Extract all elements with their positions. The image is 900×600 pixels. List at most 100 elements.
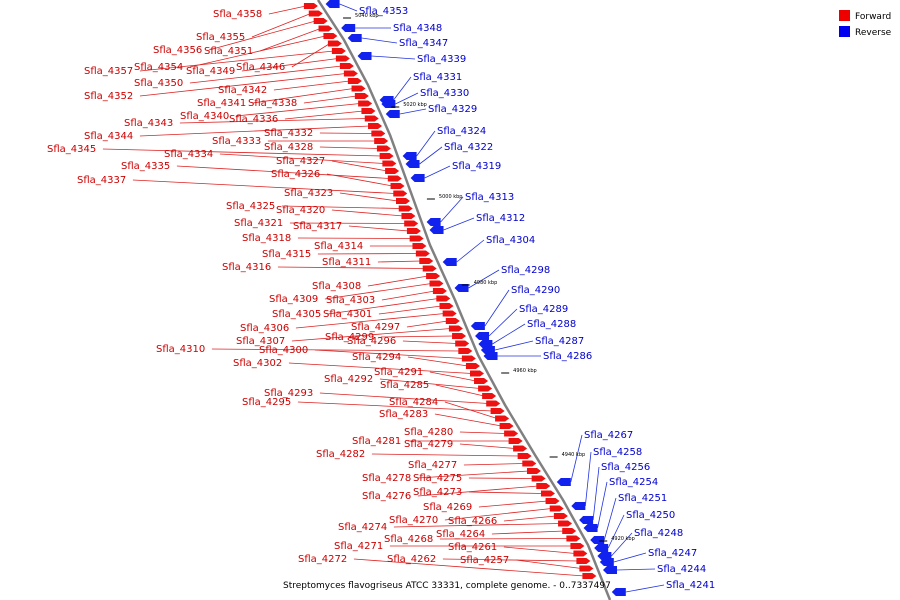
reverse-leader-line: [603, 497, 617, 541]
forward-gene-feature: [339, 63, 354, 69]
forward-gene-label: Sfla_4284: [389, 397, 438, 408]
forward-gene-feature: [517, 453, 532, 459]
forward-gene-label: Sfla_4336: [229, 114, 278, 125]
forward-gene-feature: [513, 445, 528, 452]
forward-gene-feature: [545, 498, 560, 504]
forward-leader-line: [251, 13, 311, 38]
forward-leader-line: [353, 558, 585, 577]
forward-leader-line: [268, 5, 306, 15]
forward-gene-feature: [409, 235, 424, 242]
reverse-leader-line: [607, 514, 625, 549]
forward-leader-line: [277, 266, 425, 269]
reverse-gene-label: Sfla_4304: [486, 235, 535, 246]
reverse-gene-feature: [556, 478, 571, 486]
forward-gene-label: Sfla_4306: [240, 323, 289, 334]
forward-gene-label: Sfla_4316: [222, 262, 271, 273]
forward-gene-label: Sfla_4271: [334, 541, 383, 552]
forward-gene-label: Sfla_4343: [124, 118, 173, 129]
forward-leader-line: [380, 335, 455, 338]
forward-gene-feature: [327, 40, 342, 47]
reverse-gene-feature: [357, 52, 372, 60]
forward-gene-label: Sfla_4262: [387, 554, 436, 565]
forward-gene-feature: [385, 168, 400, 174]
forward-gene-feature: [486, 400, 501, 407]
forward-leader-line: [478, 500, 548, 508]
forward-gene-feature: [351, 85, 366, 92]
forward-leader-line: [208, 20, 316, 51]
forward-gene-feature: [531, 475, 546, 482]
reverse-leader-line: [440, 196, 464, 223]
reverse-gene-feature: [590, 536, 605, 544]
forward-leader-line: [381, 290, 435, 301]
forward-leader-line: [284, 110, 364, 120]
forward-leader-line: [235, 103, 361, 117]
forward-gene-feature: [323, 33, 338, 39]
reverse-gene-feature: [611, 588, 626, 596]
forward-gene-feature: [490, 408, 505, 414]
forward-leader-line: [459, 431, 507, 434]
forward-gene-feature: [461, 355, 476, 362]
forward-leader-line: [367, 275, 429, 287]
forward-gene-feature: [469, 370, 484, 377]
reverse-gene-feature: [426, 218, 441, 226]
forward-gene-feature: [452, 333, 467, 339]
forward-leader-line: [491, 530, 565, 535]
reverse-gene-feature: [475, 332, 490, 340]
reverse-gene-label: Sfla_4313: [465, 192, 514, 203]
forward-gene-feature: [540, 490, 555, 497]
forward-gene-feature: [478, 385, 493, 392]
forward-gene-label: Sfla_4334: [164, 149, 213, 160]
scale-tick-label: 4940 kbp: [562, 452, 586, 458]
forward-leader-line: [429, 371, 477, 382]
forward-gene-label: Sfla_4354: [134, 62, 183, 73]
forward-gene-label: Sfla_4326: [271, 169, 320, 180]
scale-ticks: 5040 kbp 5020 kbp 5000 kbp 4980 kbp 4960 kbp…: [343, 13, 635, 542]
reverse-gene-label: Sfla_4248: [634, 528, 683, 539]
reverse-gene-label: Sfla_4331: [413, 72, 462, 83]
reverse-gene-label: Sfla_4329: [428, 104, 477, 115]
reverse-gene-feature: [347, 34, 362, 42]
forward-gene-feature: [415, 250, 430, 257]
forward-leader-line: [435, 384, 485, 397]
reverse-gene-label: Sfla_4290: [511, 285, 560, 296]
forward-leader-line: [219, 153, 385, 164]
reverse-gene-label: Sfla_4319: [452, 161, 501, 172]
forward-gene-feature: [376, 145, 391, 152]
forward-gene-feature: [426, 273, 441, 279]
scale-tick-label: 4960 kbp: [513, 368, 537, 374]
forward-gene-feature: [404, 220, 419, 227]
reverse-leader-line: [395, 92, 419, 105]
forward-gene-label: Sfla_4294: [352, 352, 401, 363]
reverse-gene-feature: [603, 566, 617, 574]
forward-gene-label: Sfla_4281: [352, 436, 401, 447]
forward-gene-label: Sfla_4349: [186, 66, 235, 77]
forward-leader-line: [179, 118, 367, 124]
forward-leader-line: [371, 453, 520, 457]
forward-gene-feature: [458, 348, 473, 354]
reverse-leader-line: [584, 451, 592, 507]
forward-gene-label: Sfla_4310: [156, 344, 205, 355]
forward-gene-feature: [536, 483, 551, 489]
forward-leader-line: [444, 508, 552, 521]
reverse-gene-label: Sfla_4288: [527, 319, 576, 330]
reverse-leader-line: [419, 146, 443, 165]
forward-leader-line: [378, 305, 442, 315]
legend-reverse-label: Reverse: [855, 28, 892, 38]
reverse-leader-line: [416, 130, 436, 157]
reverse-gene-label: Sfla_4324: [437, 126, 486, 137]
leader-lines: [102, 3, 665, 593]
reverse-gene-feature: [483, 352, 498, 360]
reverse-leader-line: [616, 568, 656, 571]
forward-leader-line: [348, 225, 409, 232]
forward-leader-line: [189, 65, 342, 84]
forward-gene-feature: [374, 138, 389, 144]
reverse-gene-label: Sfla_4289: [519, 304, 568, 315]
forward-leader-line: [439, 538, 569, 540]
forward-gene-label: Sfla_4297: [351, 322, 400, 333]
scale-tick-label: 5020 kbp: [403, 102, 427, 108]
forward-leader-line: [331, 209, 404, 217]
forward-gene-label: Sfla_4352: [84, 91, 133, 102]
forward-gene-label: Sfla_4341: [197, 98, 246, 109]
forward-leader-line: [417, 485, 539, 497]
